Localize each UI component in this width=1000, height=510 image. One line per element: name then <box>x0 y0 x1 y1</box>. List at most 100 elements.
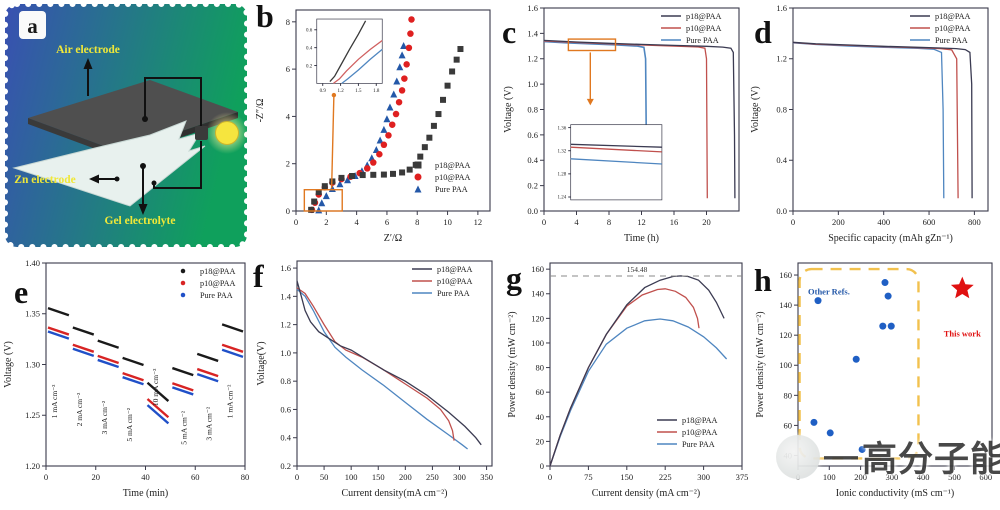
zn-electrode-arrowhead <box>89 174 99 184</box>
svg-text:300: 300 <box>885 472 898 482</box>
svg-text:1.2: 1.2 <box>280 320 291 330</box>
svg-text:80: 80 <box>784 390 793 400</box>
panel-letter-b: b <box>256 0 274 34</box>
svg-text:p10@PAA: p10@PAA <box>682 428 718 437</box>
watermark-dash: — <box>824 437 858 475</box>
svg-text:0.8: 0.8 <box>776 104 787 114</box>
svg-text:2: 2 <box>286 159 290 169</box>
svg-text:150: 150 <box>372 472 385 482</box>
svg-text:200: 200 <box>399 472 412 482</box>
svg-text:40: 40 <box>536 412 545 422</box>
svg-text:10: 10 <box>443 217 452 227</box>
svg-text:1 mA cm⁻²: 1 mA cm⁻² <box>226 384 235 418</box>
svg-text:400: 400 <box>917 472 930 482</box>
svg-text:6: 6 <box>385 217 389 227</box>
svg-text:p10@PAA: p10@PAA <box>435 173 471 182</box>
svg-text:2: 2 <box>324 217 328 227</box>
svg-text:1.6: 1.6 <box>776 3 787 13</box>
svg-text:3 mA cm⁻²: 3 mA cm⁻² <box>204 406 213 440</box>
svg-text:0.2: 0.2 <box>306 64 313 69</box>
svg-text:Pure PAA: Pure PAA <box>935 36 968 45</box>
svg-text:1.32: 1.32 <box>557 149 566 154</box>
svg-text:100: 100 <box>779 360 792 370</box>
svg-text:Time (h): Time (h) <box>624 233 659 244</box>
zn-arrow-dot <box>114 176 120 182</box>
svg-text:Current density(mA cm⁻²): Current density(mA cm⁻²) <box>341 488 447 499</box>
svg-text:0.8: 0.8 <box>527 104 538 114</box>
svg-text:100: 100 <box>345 472 358 482</box>
svg-text:0.2: 0.2 <box>527 181 538 191</box>
svg-text:Pure PAA: Pure PAA <box>435 185 468 194</box>
svg-text:1.0: 1.0 <box>280 348 291 358</box>
bulb-icon <box>215 121 239 145</box>
svg-text:Voltage (V): Voltage (V) <box>750 86 761 133</box>
svg-text:12: 12 <box>474 217 483 227</box>
svg-text:300: 300 <box>453 472 466 482</box>
svg-text:200: 200 <box>854 472 867 482</box>
svg-text:1.0: 1.0 <box>527 79 538 89</box>
panel-b-nyquist-chart: 0 2 4 6 8 10 12 0 2 4 6 8 Z′/Ω -Z″/Ω p18@PAA p10@PAA Pur… <box>255 9 491 244</box>
svg-text:0: 0 <box>44 472 48 482</box>
svg-text:p10@PAA: p10@PAA <box>437 277 473 286</box>
svg-text:1.8: 1.8 <box>373 89 380 94</box>
svg-text:Ionic conductivity (mS cm⁻¹): Ionic conductivity (mS cm⁻¹) <box>836 488 955 499</box>
svg-text:375: 375 <box>736 472 749 482</box>
bulb-socket <box>195 126 208 140</box>
svg-text:0: 0 <box>542 217 546 227</box>
svg-text:0.6: 0.6 <box>306 29 313 34</box>
svg-text:This work: This work <box>944 329 981 339</box>
panel-letter-a: a <box>27 14 38 38</box>
svg-text:Pure PAA: Pure PAA <box>682 440 715 449</box>
svg-text:Pure PAA: Pure PAA <box>437 289 470 298</box>
panel-letter-g: g <box>506 260 522 296</box>
svg-text:80: 80 <box>536 363 545 373</box>
svg-text:0.4: 0.4 <box>776 155 787 165</box>
svg-text:75: 75 <box>584 472 593 482</box>
svg-text:8: 8 <box>607 217 611 227</box>
wire-contact-dot-gel <box>151 180 157 186</box>
panel-a-schematic: a Air electrode Zn electrode Gel electro… <box>2 1 250 250</box>
svg-text:0: 0 <box>548 472 552 482</box>
svg-text:600: 600 <box>923 217 936 227</box>
svg-text:8: 8 <box>415 217 419 227</box>
svg-text:1 mA cm⁻²: 1 mA cm⁻² <box>50 384 59 418</box>
svg-text:20: 20 <box>702 217 711 227</box>
svg-text:2 mA cm⁻²: 2 mA cm⁻² <box>75 392 84 426</box>
svg-text:0.2: 0.2 <box>280 461 291 471</box>
svg-text:p10@PAA: p10@PAA <box>200 279 236 288</box>
svg-text:Pure PAA: Pure PAA <box>200 291 233 300</box>
svg-text:0: 0 <box>295 472 299 482</box>
svg-text:-Z″/Ω: -Z″/Ω <box>255 99 266 123</box>
svg-text:0.9: 0.9 <box>320 89 327 94</box>
svg-text:120: 120 <box>531 313 544 323</box>
svg-text:400: 400 <box>877 217 890 227</box>
svg-text:350: 350 <box>480 472 493 482</box>
svg-text:1.4: 1.4 <box>527 28 538 38</box>
svg-text:80: 80 <box>241 472 250 482</box>
svg-text:p10@PAA: p10@PAA <box>686 24 722 33</box>
svg-text:p18@PAA: p18@PAA <box>437 265 473 274</box>
svg-text:1.24: 1.24 <box>557 196 566 201</box>
svg-text:Pure PAA: Pure PAA <box>686 36 719 45</box>
svg-text:0.8: 0.8 <box>280 376 291 386</box>
panel-g-power-density-chart: 0 75 150 225 300 375 0 20 40 60 80 100 120 140 160 Curr… <box>507 262 749 499</box>
watermark-logo-icon <box>776 434 820 479</box>
svg-text:0: 0 <box>791 217 795 227</box>
svg-text:3 mA cm⁻²: 3 mA cm⁻² <box>100 400 109 434</box>
watermark: — 高分子能源 <box>776 431 1000 482</box>
svg-text:60: 60 <box>536 387 545 397</box>
svg-text:800: 800 <box>968 217 981 227</box>
panel-letter-a-box <box>19 11 46 39</box>
svg-text:8: 8 <box>286 17 290 27</box>
svg-text:p18@PAA: p18@PAA <box>935 12 971 21</box>
svg-text:0.4: 0.4 <box>527 155 538 165</box>
panel-letter-e: e <box>14 274 29 310</box>
panel-letter-c: c <box>502 14 517 50</box>
svg-text:Power density (mW cm⁻²): Power density (mW cm⁻²) <box>507 311 518 417</box>
svg-text:160: 160 <box>531 264 544 274</box>
svg-text:0.4: 0.4 <box>306 46 313 51</box>
panel-e-rate-steps-chart: 0 20 40 60 80 1.20 1.25 1.30 1.35 1.40 Time (min) V… <box>3 258 250 499</box>
svg-text:Current density (mA cm⁻²): Current density (mA cm⁻²) <box>592 488 701 499</box>
svg-text:6: 6 <box>286 64 290 74</box>
svg-text:1.2: 1.2 <box>527 54 538 64</box>
